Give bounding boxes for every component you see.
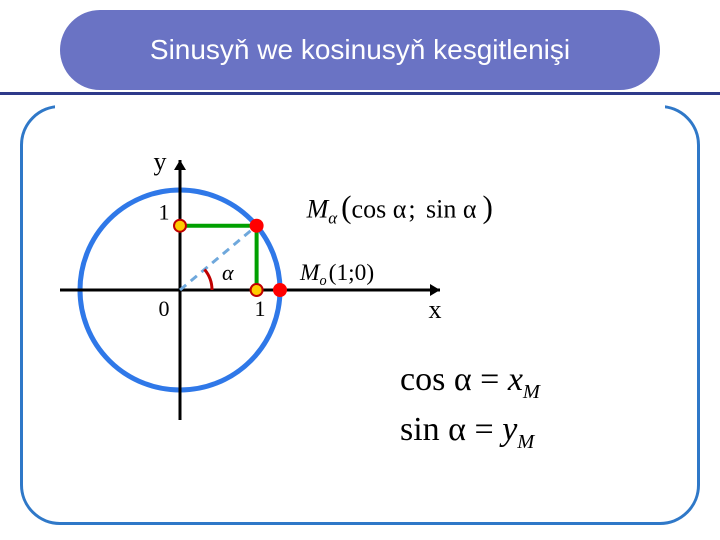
radius-line [180,226,257,290]
label: α [222,260,234,285]
m-alpha-label: Mα(cos α; sin α) [306,190,493,228]
equation-sin: sin α = yM [400,411,535,453]
equation-cos: cos α = xM [400,361,541,403]
title-text: Sinusyň we kosinusyň kesgitlenişi [150,33,570,67]
label: 0 [159,296,170,321]
point-m-zero [273,283,287,297]
point-m-alpha [250,219,264,233]
y-projection-dot [174,220,186,232]
label: 1 [159,200,170,225]
angle-arc [205,269,212,290]
frame-mask [55,95,665,109]
unit-circle-diagram: xy011αMα(cos α; sin α)Mo(1;0)cos α = xMs… [40,130,680,510]
x-projection-dot [251,284,263,296]
label: 1 [255,296,266,321]
title-bar: Sinusyň we kosinusyň kesgitlenişi [60,10,660,90]
label: y [154,147,167,176]
y-axis-arrow [174,160,186,170]
label: x [429,295,442,324]
m-zero-label: Mo(1;0) [299,260,374,289]
